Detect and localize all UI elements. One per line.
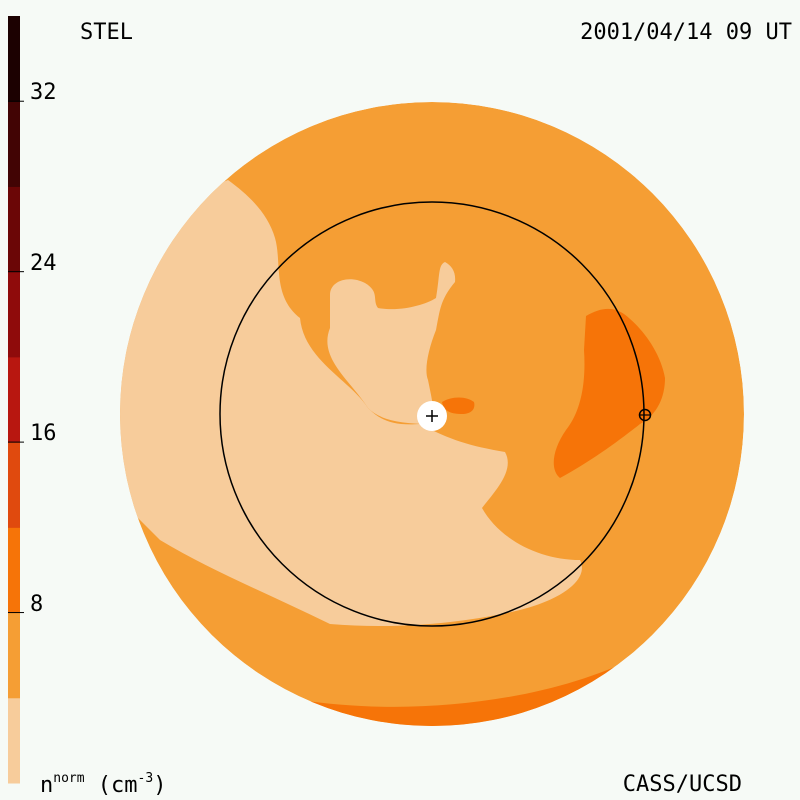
color-scale-step — [8, 442, 20, 528]
sun-marker — [417, 401, 447, 431]
inner-pale-region — [327, 262, 456, 424]
color-scale-step — [8, 186, 20, 273]
credit-label: CASS/UCSD — [622, 772, 742, 797]
earth-orbit-circle — [219, 201, 645, 627]
color-scale-step — [8, 527, 20, 614]
color-scale-tick-label: 16 — [30, 421, 57, 447]
color-scale-step — [8, 356, 20, 443]
right-enhancement — [553, 308, 665, 478]
color-scale-tick-label: 32 — [30, 80, 57, 106]
observatory-label: STEL — [80, 20, 133, 45]
color-scale-step — [8, 101, 20, 187]
center-enhancement — [442, 397, 475, 414]
colorbar-unit-label: nnorm (cm-3) — [40, 772, 166, 797]
earth-marker — [638, 408, 652, 422]
unit-tail: (cm — [84, 773, 138, 798]
color-scale-step — [8, 271, 20, 358]
color-scale-step — [8, 16, 20, 102]
unit-exponent: -3 — [137, 771, 154, 786]
color-scale-tick-label: 8 — [30, 591, 44, 617]
color-scale-tick-label: 24 — [30, 250, 57, 276]
timestamp-label: 2001/04/14 09 UT — [580, 20, 792, 45]
density-disk — [120, 102, 744, 726]
unit-close: ) — [153, 773, 167, 798]
unit-base: n — [40, 773, 54, 798]
left-sector — [120, 180, 582, 627]
color-scale-bar — [8, 16, 20, 784]
color-scale-step — [8, 612, 20, 699]
unit-sup: norm — [53, 771, 85, 786]
color-scale-step — [8, 697, 20, 784]
color-scale-ticks — [8, 100, 24, 614]
